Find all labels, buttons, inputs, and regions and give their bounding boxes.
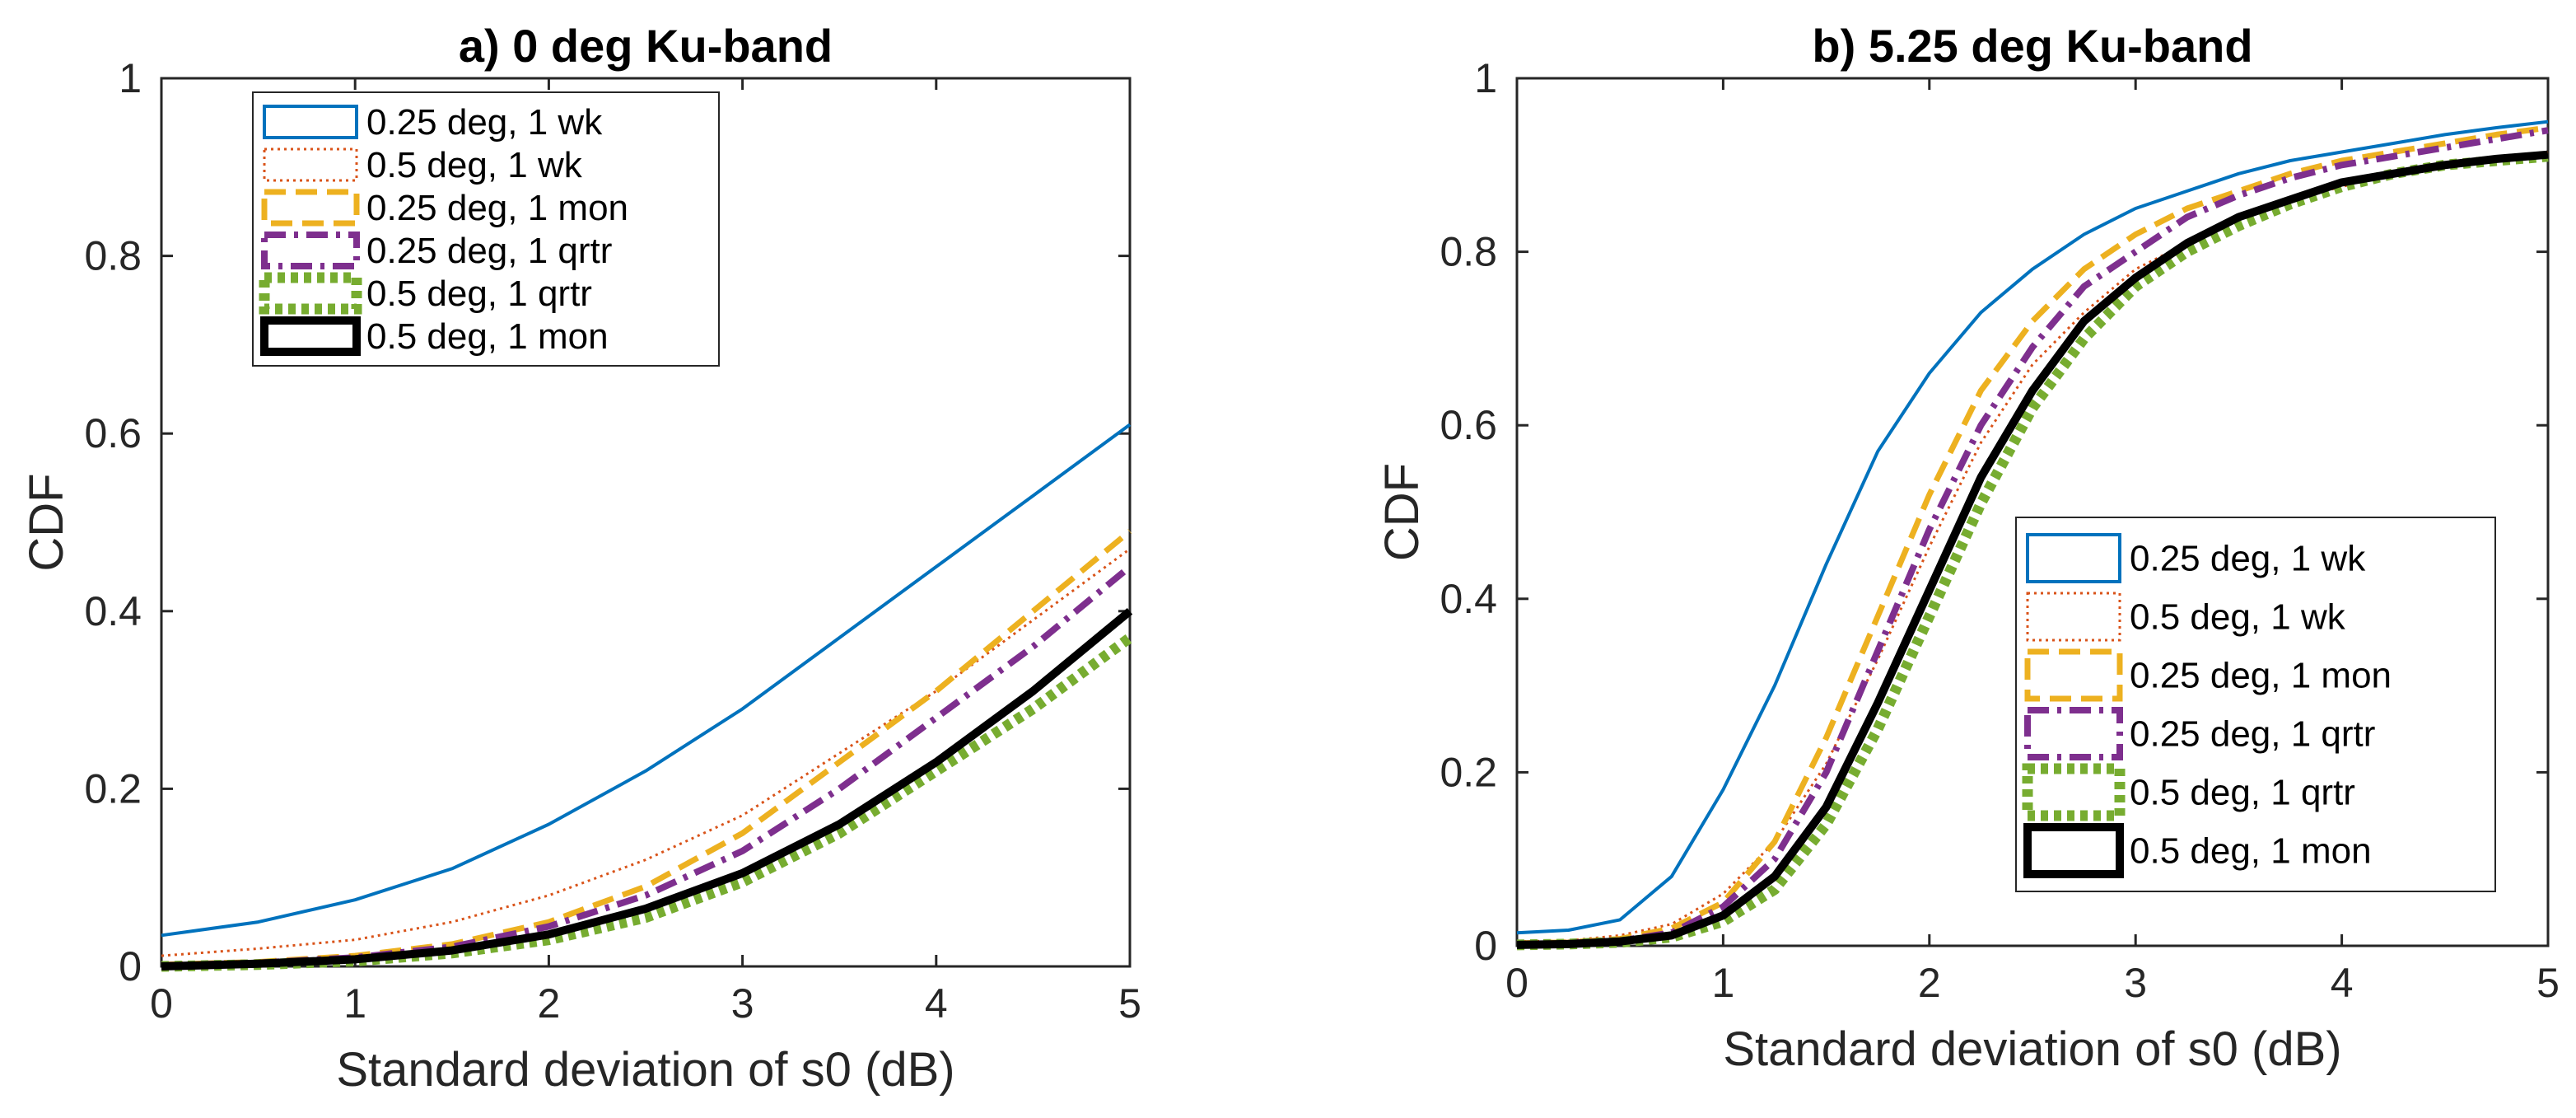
x-tick-label: 1 (1711, 960, 1734, 1006)
series-line (1516, 150, 2549, 949)
legend-swatch (261, 189, 360, 227)
series-line (161, 548, 1131, 957)
legend-swatch (261, 232, 360, 269)
legend-swatch (2024, 648, 2123, 702)
y-axis-label: CDF (20, 473, 73, 571)
legend-label: 0.25 deg, 1 mon (2130, 656, 2392, 696)
chart-panel-0: 0 1 2 3 4 5 0 0.2 0.4 0.6 0.8 1 a) 0 deg Ku-band Stan… (20, 20, 1141, 1097)
legend-swatch (259, 272, 362, 315)
x-tick-label: 5 (1118, 980, 1141, 1027)
x-axis-label: Standard deviation of s0 (dB) (336, 1043, 954, 1097)
chart-panel-1: 0 1 2 3 4 5 0 0.2 0.4 0.6 0.8 1 b) 5.25 deg Ku-band S… (1375, 20, 2560, 1076)
y-tick-label: 1 (1474, 55, 1497, 101)
series-line (161, 607, 1133, 971)
y-tick-label: 0.8 (84, 233, 142, 279)
y-tick-label: 0.2 (1440, 749, 1497, 795)
legend-label: 0.5 deg, 1 mon (366, 316, 609, 357)
legend-label: 0.5 deg, 1 qrtr (366, 274, 592, 314)
x-tick-label: 5 (2536, 960, 2560, 1006)
x-tick-label: 2 (537, 980, 560, 1027)
legend-swatch (2026, 533, 2121, 583)
legend-label: 0.5 deg, 1 mon (2130, 831, 2372, 872)
legend-label: 0.5 deg, 1 qrtr (2130, 773, 2355, 813)
legend-label: 0.5 deg, 1 wk (366, 145, 583, 185)
chart-title: b) 5.25 deg Ku-band (1812, 20, 2252, 72)
series-line (1516, 127, 2549, 947)
x-tick-label: 0 (1505, 960, 1528, 1006)
legend: 0.25 deg, 1 wk0.5 deg, 1 wk0.25 deg, 1 m… (252, 91, 720, 367)
legend-swatch (2026, 592, 2121, 642)
legend-swatch (2024, 707, 2123, 760)
chart-title: a) 0 deg Ku-band (459, 20, 833, 72)
x-tick-label: 2 (1918, 960, 1941, 1006)
x-tick-label: 4 (925, 980, 948, 1027)
series-line (1516, 151, 2549, 943)
x-tick-label: 1 (343, 980, 366, 1027)
legend-label: 0.5 deg, 1 wk (2130, 597, 2346, 638)
legend-label: 0.25 deg, 1 qrtr (2130, 714, 2375, 755)
y-tick-label: 0.6 (1440, 402, 1497, 448)
series-line (1516, 124, 2549, 947)
series-line (161, 564, 1132, 969)
y-tick-label: 0.4 (84, 588, 142, 634)
y-tick-label: 1 (119, 55, 142, 101)
legend-label: 0.25 deg, 1 mon (366, 188, 628, 228)
y-tick-label: 0 (1474, 923, 1497, 969)
y-tick-label: 0.6 (84, 410, 142, 456)
x-tick-label: 0 (150, 980, 173, 1027)
x-tick-label: 4 (2331, 960, 2354, 1006)
legend: 0.25 deg, 1 wk 0.5 deg, 1 wk 0.25 deg, 1 m… (2015, 517, 2496, 892)
legend-swatch (263, 147, 358, 182)
legend-label: 0.25 deg, 1 wk (366, 102, 603, 143)
y-tick-label: 0 (119, 943, 142, 989)
y-tick-label: 0.4 (1440, 576, 1497, 622)
y-axis-label: CDF (1375, 463, 1429, 561)
x-tick-label: 3 (2124, 960, 2147, 1006)
legend-swatch (2023, 823, 2124, 878)
legend-swatch (263, 105, 358, 139)
legend-label: 0.25 deg, 1 wk (2130, 539, 2366, 579)
legend-swatch (2022, 763, 2126, 821)
x-axis-label: Standard deviation of s0 (dB) (1723, 1022, 2341, 1076)
legend-label: 0.25 deg, 1 qrtr (366, 231, 612, 271)
x-tick-label: 3 (731, 980, 754, 1027)
series-line (161, 423, 1132, 938)
y-tick-label: 0.8 (1440, 229, 1497, 275)
y-tick-label: 0.2 (84, 765, 142, 812)
legend-swatch (260, 316, 361, 356)
series-line (1516, 119, 2549, 935)
